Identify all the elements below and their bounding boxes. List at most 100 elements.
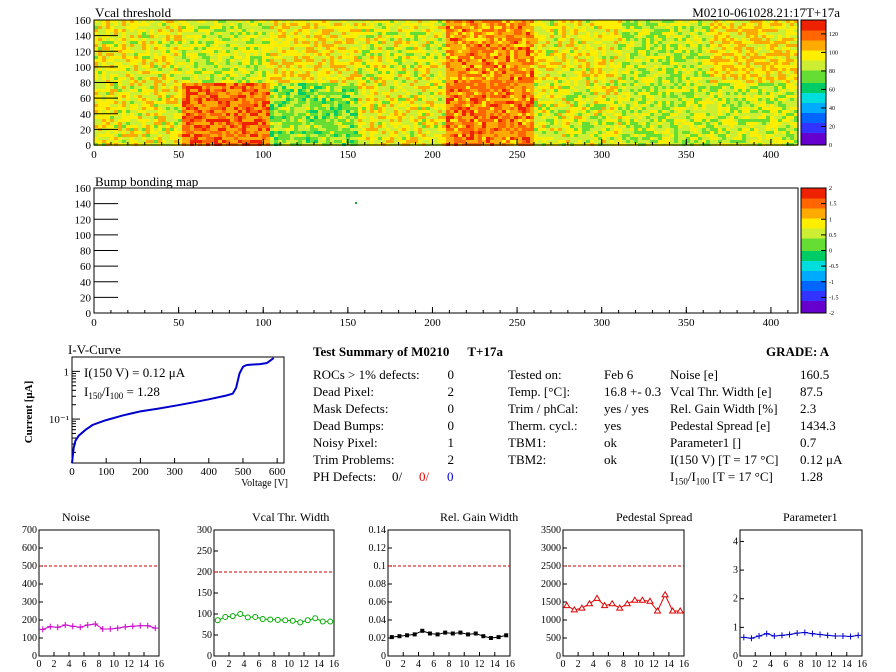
heatmap-cell (662, 50, 666, 53)
heatmap-cell (350, 89, 354, 92)
heatmap-cell (294, 83, 298, 86)
heatmap-cell (434, 26, 438, 29)
heatmap-cell (518, 59, 522, 62)
heatmap-cell (202, 92, 206, 95)
heatmap-cell (526, 89, 530, 92)
heatmap-cell (390, 29, 394, 32)
heatmap-cell (178, 47, 182, 50)
heatmap-cell (274, 92, 278, 95)
heatmap-cell (766, 95, 770, 98)
heatmap-cell (466, 71, 470, 74)
heatmap-cell (570, 80, 574, 83)
heatmap-cell (566, 62, 570, 65)
heatmap-cell (554, 98, 558, 101)
heatmap-cell (494, 26, 498, 29)
heatmap-cell (666, 83, 670, 86)
heatmap-cell (454, 56, 458, 59)
heatmap-cell (650, 47, 654, 50)
heatmap-cell (526, 32, 530, 35)
heatmap-cell (750, 53, 754, 56)
heatmap-cell (430, 92, 434, 95)
heatmap-cell (118, 50, 122, 53)
heatmap-cell (494, 89, 498, 92)
heatmap-cell (246, 23, 250, 26)
heatmap-cell (270, 20, 274, 23)
heatmap-cell (502, 32, 506, 35)
heatmap-cell (430, 47, 434, 50)
heatmap-cell (674, 26, 678, 29)
heatmap-cell (290, 95, 294, 98)
heatmap-cell (346, 59, 350, 62)
heatmap-cell (174, 23, 178, 26)
heatmap-cell (130, 35, 134, 38)
heatmap-cell (378, 89, 382, 92)
heatmap-cell (634, 41, 638, 44)
heatmap-cell (302, 92, 306, 95)
heatmap-cell (722, 65, 726, 68)
heatmap-cell (642, 95, 646, 98)
heatmap-cell (526, 62, 530, 65)
heatmap-cell (622, 101, 626, 104)
heatmap-cell (702, 53, 706, 56)
heatmap-cell (362, 89, 366, 92)
heatmap-cell (402, 47, 406, 50)
heatmap-cell (614, 23, 618, 26)
heatmap-cell (794, 38, 798, 41)
heatmap-cell (770, 35, 774, 38)
heatmap-cell (586, 68, 590, 71)
heatmap-cell (166, 56, 170, 59)
heatmap-cell (646, 59, 650, 62)
heatmap-cell (442, 20, 446, 23)
heatmap-cell (622, 95, 626, 98)
heatmap-cell (294, 26, 298, 29)
heatmap-cell (626, 98, 630, 101)
heatmap-cell (742, 74, 746, 77)
heatmap-cell (634, 95, 638, 98)
heatmap-cell (682, 26, 686, 29)
heatmap-cell (566, 74, 570, 77)
heatmap-cell (778, 23, 782, 26)
heatmap-cell (702, 41, 706, 44)
heatmap-cell (738, 89, 742, 92)
heatmap-cell (714, 53, 718, 56)
heatmap-cell (218, 83, 222, 86)
heatmap-cell (162, 104, 166, 107)
heatmap-cell (754, 68, 758, 71)
heatmap-cell (702, 56, 706, 59)
heatmap-cell (190, 50, 194, 53)
heatmap-cell (746, 89, 750, 92)
heatmap-cell (506, 44, 510, 47)
heatmap-cell (138, 41, 142, 44)
heatmap-cell (150, 89, 154, 92)
heatmap-cell (658, 20, 662, 23)
heatmap-cell (678, 47, 682, 50)
heatmap-cell (250, 80, 254, 83)
heatmap-cell (586, 74, 590, 77)
heatmap-cell (98, 26, 102, 29)
heatmap-cell (734, 68, 738, 71)
heatmap-cell (406, 35, 410, 38)
heatmap-cell (530, 77, 534, 80)
heatmap-cell (266, 44, 270, 47)
heatmap-cell (694, 71, 698, 74)
heatmap-cell (606, 101, 610, 104)
heatmap-cell (786, 68, 790, 71)
heatmap-cell (654, 35, 658, 38)
heatmap-cell (114, 53, 118, 56)
heatmap-cell (258, 74, 262, 77)
heatmap-cell (562, 41, 566, 44)
heatmap-cell (126, 20, 130, 23)
heatmap-cell (754, 62, 758, 65)
heatmap-cell (298, 68, 302, 71)
heatmap-cell (522, 35, 526, 38)
heatmap-cell (774, 86, 778, 89)
heatmap-cell (758, 59, 762, 62)
heatmap-cell (150, 86, 154, 89)
heatmap-cell (590, 62, 594, 65)
heatmap-cell (374, 32, 378, 35)
heatmap-cell (758, 101, 762, 104)
heatmap-cell (590, 20, 594, 23)
heatmap-cell (394, 26, 398, 29)
heatmap-cell (310, 59, 314, 62)
heatmap-cell (154, 32, 158, 35)
